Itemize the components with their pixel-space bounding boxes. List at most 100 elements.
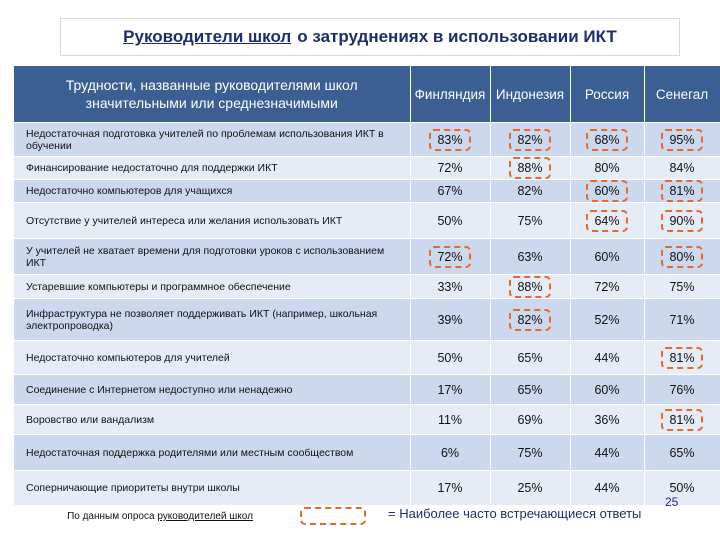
value-cell: 80% [644,238,720,275]
cell-value: 6% [440,445,460,460]
row-label: Отсутствие у учителей интереса или желан… [14,202,411,239]
value-cell: 63% [490,238,571,275]
value-cell: 50% [644,470,720,505]
highlighted-value: 60% [586,180,628,202]
value-cell: 95% [644,122,720,157]
value-cell: 90% [644,202,720,239]
value-cell: 52% [570,298,645,341]
value-cell: 81% [644,179,720,203]
value-cell: 83% [410,122,491,157]
source-link[interactable]: руководителей школ [157,511,253,522]
cell-value: 17% [437,480,463,495]
slide-title-underlined: Руководители школ [123,27,292,46]
row-label: Недостаточно компьютеров для учителей [14,340,411,375]
row-label: Недостаточная подготовка учителей по про… [14,122,411,157]
highlighted-value: 82% [509,308,551,331]
row-label: Соединение с Интернетом недоступно или н… [14,374,411,405]
row-label: Соперничающие приоритеты внутри школы [14,470,411,505]
value-cell: 88% [490,274,571,299]
page-number: 25 [665,495,679,509]
highlighted-value: 81% [661,346,703,369]
value-cell: 17% [410,470,491,505]
table-row: Устаревшие компьютеры и программное обес… [14,274,720,299]
value-cell: 82% [490,298,571,341]
value-cell: 82% [490,122,571,157]
cell-value: 82% [517,184,543,198]
table-row: Недостаточная поддержка родителями или м… [14,434,720,471]
value-cell: 65% [490,374,571,405]
cell-value: 80% [594,161,620,175]
highlighted-value: 82% [509,128,551,151]
cell-value: 50% [437,213,463,228]
header-country-indonesia: Индонезия [490,66,571,123]
header-country-finland: Финляндия [410,66,491,123]
cell-value: 65% [517,382,543,397]
table-row: Соединение с Интернетом недоступно или н… [14,374,720,405]
highlighted-value: 83% [429,128,471,151]
table-row: Недостаточно компьютеров для учащихся 67%… [14,179,720,203]
highlighted-value: 95% [661,128,703,151]
value-cell: 84% [644,156,720,180]
row-label: Недостаточная поддержка родителями или м… [14,434,411,471]
table-header-row: Трудности, названные руководителями школ… [14,66,720,123]
table-row: Инфраструктура не позволяет поддерживать… [14,298,720,341]
value-cell: 75% [490,202,571,239]
cell-value: 11% [437,412,463,427]
cell-value: 75% [517,445,543,460]
value-cell: 50% [410,202,491,239]
table-row: Отсутствие у учителей интереса или желан… [14,202,720,239]
row-label: Устаревшие компьютеры и программное обес… [14,274,411,299]
cell-value: 50% [437,350,463,365]
legend-highlight-sample [300,507,366,525]
cell-value: 76% [669,382,695,397]
value-cell: 65% [644,434,720,471]
cell-value: 39% [437,312,463,327]
header-country-russia: Россия [570,66,645,123]
cell-value: 69% [517,412,543,427]
value-cell: 25% [490,470,571,505]
cell-value: 50% [669,480,695,495]
value-cell: 64% [570,202,645,239]
value-cell: 72% [570,274,645,299]
highlighted-value: 68% [586,128,628,151]
value-cell: 82% [490,179,571,203]
highlighted-value: 88% [509,275,551,298]
cell-value: 63% [517,249,543,264]
table-row: Воровство или вандализм 11% 69% 36% 81% [14,404,720,435]
value-cell: 65% [490,340,571,375]
value-cell: 72% [410,238,491,275]
table-row: Финансирование недостаточно для поддержк… [14,156,720,180]
table-row: У учителей не хватает времени для подгот… [14,238,720,275]
row-label: Воровство или вандализм [14,404,411,435]
cell-value: 67% [437,184,463,198]
value-cell: 88% [490,156,571,180]
header-row-label: Трудности, названные руководителями школ… [14,66,411,123]
value-cell: 75% [490,434,571,471]
value-cell: 69% [490,404,571,435]
value-cell: 44% [570,434,645,471]
table-body: Недостаточная подготовка учителей по про… [14,122,720,505]
value-cell: 11% [410,404,491,435]
highlighted-value: 81% [661,180,703,202]
value-cell: 44% [570,470,645,505]
value-cell: 60% [570,179,645,203]
row-label: Финансирование недостаточно для поддержк… [14,156,411,180]
value-cell: 80% [570,156,645,180]
row-label: Инфраструктура не позволяет поддерживать… [14,298,411,341]
value-cell: 33% [410,274,491,299]
row-label: Недостаточно компьютеров для учащихся [14,179,411,203]
slide-title: Руководители школ о затруднениях в испол… [60,18,680,56]
cell-value: 17% [437,382,463,397]
cell-value: 84% [669,161,695,175]
highlighted-value: 80% [661,245,703,268]
cell-value: 25% [517,480,543,495]
cell-value: 33% [437,279,463,294]
table-row: Недостаточно компьютеров для учителей 50%… [14,340,720,375]
difficulties-table-wrap: Трудности, названные руководителями школ… [14,66,720,505]
cell-value: 44% [594,445,620,460]
cell-value: 65% [669,445,695,460]
header-country-senegal: Сенегал [644,66,720,123]
value-cell: 44% [570,340,645,375]
highlighted-value: 90% [661,209,703,232]
cell-value: 44% [594,350,620,365]
